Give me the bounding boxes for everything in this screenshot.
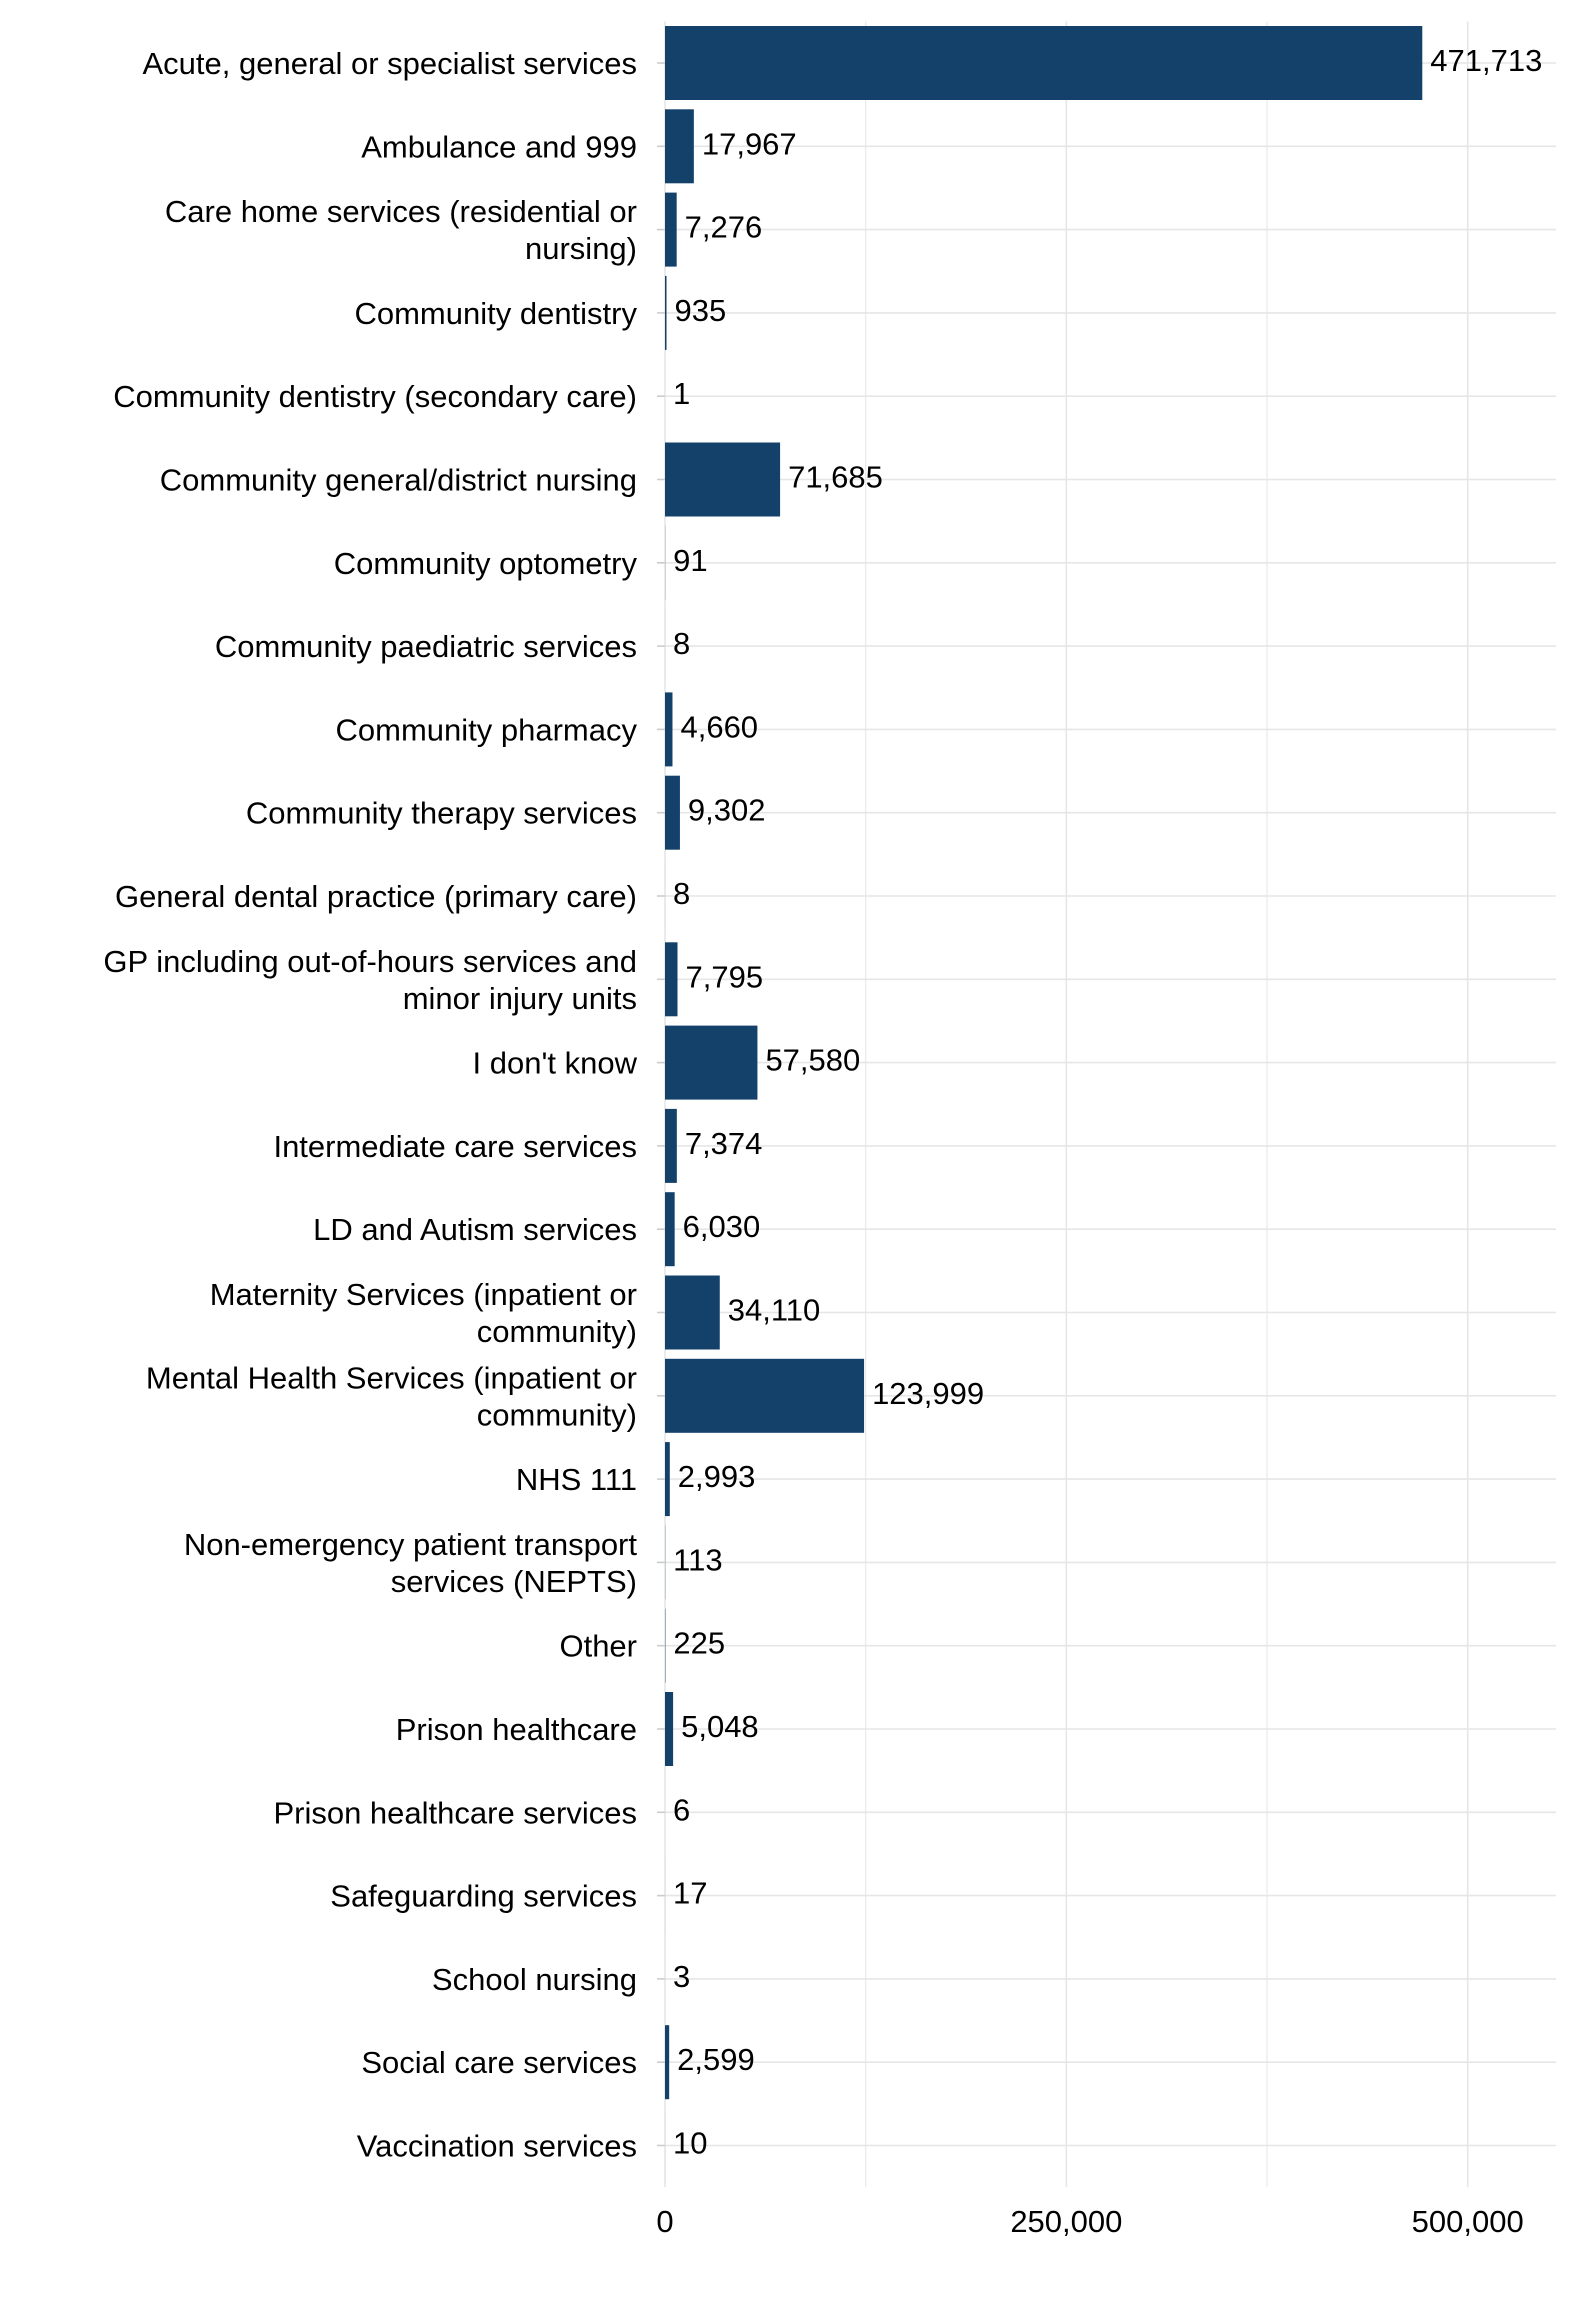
data-label: 57,580 — [765, 1043, 860, 1078]
category-label: School nursing — [432, 1962, 637, 1997]
bar — [665, 692, 672, 766]
data-label: 8 — [673, 626, 690, 661]
data-label: 71,685 — [788, 460, 883, 495]
data-label: 1 — [673, 376, 690, 411]
data-label: 2,993 — [678, 1459, 756, 1494]
category-label: Prison healthcare services — [273, 1795, 637, 1830]
data-label: 17 — [673, 1876, 707, 1911]
data-label: 7,374 — [685, 1126, 763, 1161]
bar — [665, 443, 780, 517]
data-label: 123,999 — [872, 1376, 984, 1411]
data-label: 6,030 — [683, 1209, 761, 1244]
data-label: 7,276 — [685, 210, 763, 245]
bar — [665, 109, 694, 183]
category-label: Community therapy services — [246, 796, 637, 831]
category-label: I don't know — [473, 1046, 638, 1081]
category-label: LD and Autism services — [313, 1212, 637, 1247]
category-label: Community general/district nursing — [160, 463, 637, 498]
bar — [665, 942, 678, 1016]
data-label: 2,599 — [677, 2042, 755, 2077]
data-label: 471,713 — [1430, 43, 1542, 78]
data-label: 9,302 — [688, 793, 766, 828]
data-label: 6 — [673, 1792, 690, 1827]
category-label: Acute, general or specialist services — [142, 46, 637, 81]
bar — [665, 1276, 720, 1350]
bar — [665, 1109, 677, 1183]
data-label: 4,660 — [680, 709, 758, 744]
category-label: Community optometry — [334, 546, 638, 581]
x-tick-label: 250,000 — [1010, 2204, 1122, 2239]
category-label: Social care services — [361, 2045, 637, 2080]
bar — [665, 1359, 864, 1433]
category-label: Ambulance and 999 — [361, 129, 637, 164]
bar — [665, 1692, 673, 1766]
data-label: 17,967 — [702, 126, 797, 161]
data-label: 91 — [673, 543, 707, 578]
gridlines — [657, 21, 1556, 2187]
bar — [665, 1192, 675, 1266]
bar — [665, 1026, 757, 1100]
value-labels: 471,713 17,967 7,276 935 1 71,685 91 8 4,660 9,30… — [673, 43, 1542, 2161]
category-label: Other — [559, 1629, 637, 1664]
category-label: NHS 111 — [516, 1462, 637, 1497]
x-tick-label: 500,000 — [1412, 2204, 1524, 2239]
data-label: 7,795 — [686, 959, 764, 994]
category-label: Vaccination services — [357, 2129, 637, 2164]
bar — [665, 276, 667, 350]
bar — [665, 26, 1422, 100]
data-label: 10 — [673, 2126, 707, 2161]
x-tick-label: 0 — [656, 2204, 673, 2239]
category-label: Intermediate care services — [273, 1129, 637, 1164]
bar — [665, 776, 680, 850]
category-label: Community dentistry (secondary care) — [113, 379, 637, 414]
category-labels: Acute, general or specialist services Amb… — [103, 46, 637, 2164]
bar — [665, 193, 677, 267]
x-axis-tick-labels: 0 250,000 500,000 — [656, 2204, 1523, 2239]
category-label: Safeguarding services — [330, 1879, 637, 1914]
data-label: 34,110 — [728, 1293, 821, 1328]
data-label: 225 — [673, 1626, 725, 1661]
bar — [665, 2025, 669, 2099]
category-label: Community dentistry — [354, 296, 637, 331]
data-label: 5,048 — [681, 1709, 759, 1744]
data-label: 935 — [675, 293, 727, 328]
data-label: 8 — [673, 876, 690, 911]
category-label: General dental practice (primary care) — [115, 879, 637, 914]
data-label: 113 — [673, 1542, 722, 1577]
category-label: Prison healthcare — [396, 1712, 637, 1747]
bars — [665, 26, 1422, 2183]
bar — [665, 1442, 670, 1516]
category-label: Community paediatric services — [215, 629, 637, 664]
data-label: 3 — [673, 1959, 690, 1994]
category-label: Community pharmacy — [336, 712, 638, 747]
